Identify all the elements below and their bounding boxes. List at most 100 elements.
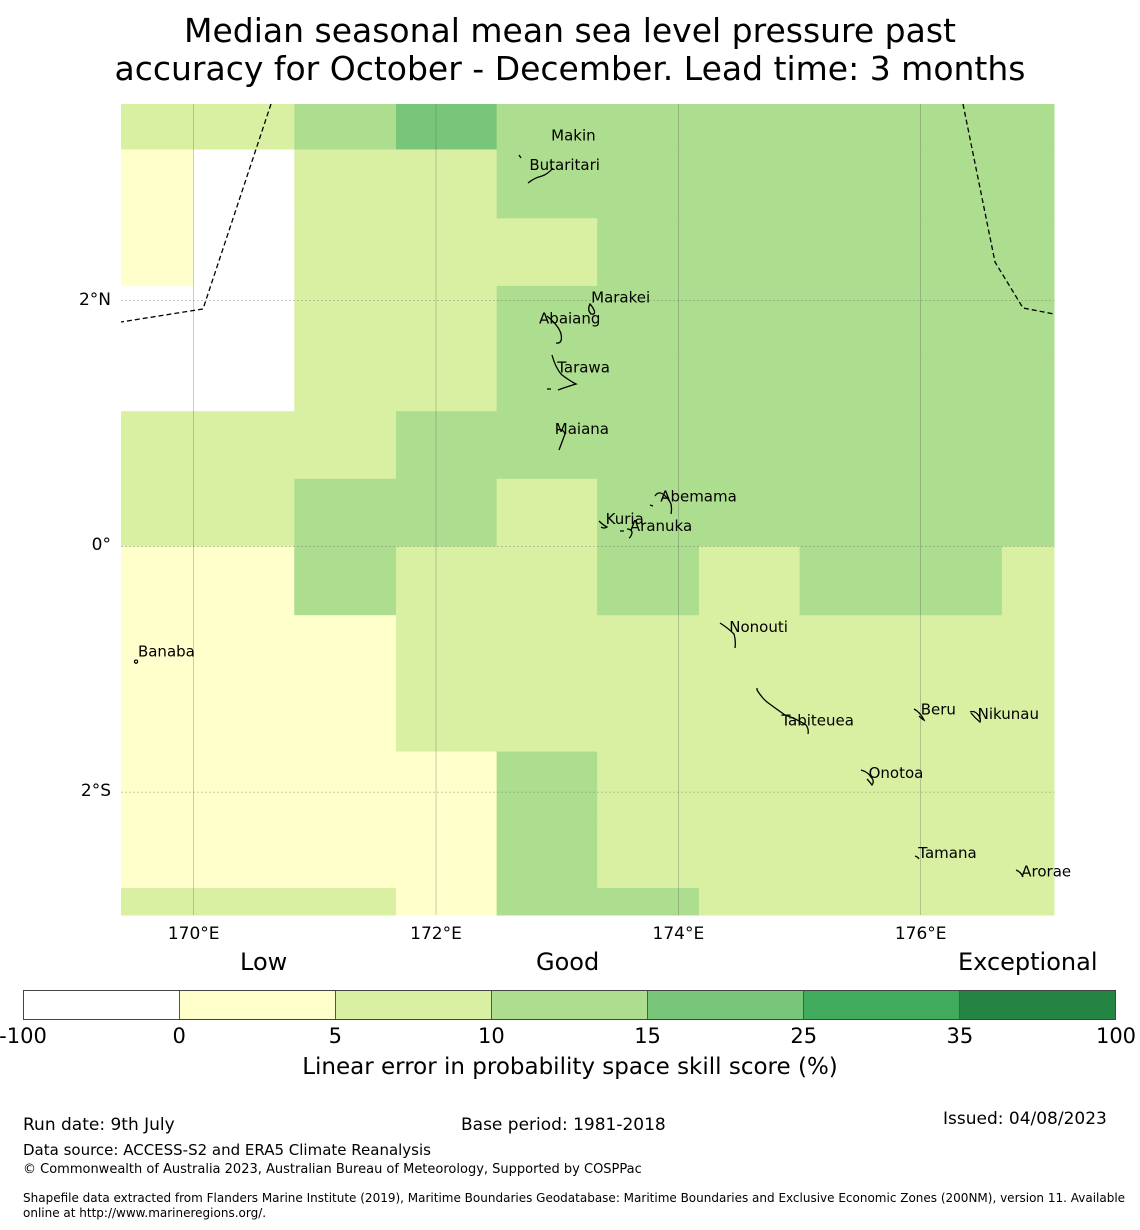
island-makin xyxy=(518,154,522,159)
skill-cell xyxy=(799,478,901,547)
skill-cell xyxy=(799,887,901,916)
skill-cell xyxy=(396,285,498,356)
skill-cell xyxy=(496,104,598,150)
skill-cell xyxy=(799,411,901,480)
skill-cell xyxy=(193,104,295,150)
island-abemama xyxy=(649,492,673,515)
skill-cell xyxy=(193,411,295,480)
skill-cell xyxy=(396,751,498,820)
skill-cell xyxy=(121,354,195,412)
place-label: Kuria xyxy=(606,510,644,528)
skill-cell xyxy=(396,887,498,916)
island-marakei xyxy=(588,302,596,315)
skill-cell xyxy=(698,546,801,616)
island-nikunau xyxy=(969,710,981,724)
skill-cell xyxy=(1001,285,1055,356)
skill-cell xyxy=(698,285,801,356)
skill-cell xyxy=(698,751,801,820)
skill-grid-cells xyxy=(121,104,1055,916)
shapefile-credit-line-1: Shapefile data extracted from Flanders M… xyxy=(23,1191,1126,1205)
island-maiana xyxy=(556,428,566,451)
skill-cell xyxy=(597,546,700,616)
skill-cell xyxy=(193,751,295,820)
skill-cell xyxy=(121,682,195,753)
skill-cell xyxy=(294,819,397,889)
skill-cell xyxy=(1001,546,1055,616)
skill-cell xyxy=(597,285,700,356)
skill-cell xyxy=(396,104,498,150)
colorbar-tick-label: 25 xyxy=(790,1024,818,1048)
skill-cell xyxy=(1001,478,1055,547)
colorbar-segment xyxy=(336,991,492,1019)
issued-date: Issued: 04/08/2023 xyxy=(943,1109,1107,1129)
island-arorae xyxy=(1015,869,1024,878)
shapefile-credit-line-2: online at http://www.marineregions.org/. xyxy=(23,1206,267,1220)
map-title-line-2: accuracy for October - December. Lead ti… xyxy=(114,49,1026,88)
island-banaba xyxy=(133,659,139,664)
place-label: Arorae xyxy=(1021,862,1071,880)
skill-cell xyxy=(597,478,700,547)
island-kuria xyxy=(598,520,609,529)
skill-cell xyxy=(294,218,397,287)
island-nonouti xyxy=(719,622,736,649)
skill-cell xyxy=(799,104,901,150)
skill-cell xyxy=(1001,615,1055,684)
latitude-tick-label: 2°S xyxy=(80,781,111,802)
skill-cell xyxy=(1001,682,1055,753)
colorbar-segment xyxy=(24,991,180,1019)
island-tamana xyxy=(914,855,920,860)
skill-cell xyxy=(799,615,901,684)
colorbar-tick-label: 15 xyxy=(634,1024,661,1048)
skill-cell xyxy=(294,478,397,547)
skill-cell xyxy=(294,354,397,412)
island-beru xyxy=(913,708,926,722)
graticule xyxy=(121,104,1054,915)
skill-cell xyxy=(900,682,1003,753)
skill-cell xyxy=(193,354,295,412)
skill-cell xyxy=(597,819,700,889)
island-tabiteuea xyxy=(756,688,809,735)
skill-cell xyxy=(900,887,1003,916)
island-outlines xyxy=(133,154,1024,878)
longitude-tick-label: 176°E xyxy=(894,924,947,944)
skill-cell xyxy=(193,887,295,916)
place-label: Makin xyxy=(551,126,596,144)
skill-cell xyxy=(900,218,1003,287)
skill-cell xyxy=(900,411,1003,480)
island-butaritari xyxy=(527,167,554,184)
skill-cell xyxy=(193,546,295,616)
colorbar-segment xyxy=(648,991,804,1019)
island-abaiang xyxy=(546,315,563,344)
skill-cell xyxy=(496,478,598,547)
skill-cell xyxy=(698,411,801,480)
skill-cell xyxy=(294,887,397,916)
skill-cell xyxy=(1001,887,1055,916)
skill-cell xyxy=(496,354,598,412)
colorbar-segment xyxy=(960,991,1115,1019)
longitude-tick-label: 174°E xyxy=(652,924,705,944)
eez-boundary-east xyxy=(962,103,1055,315)
map-title-line-1: Median seasonal mean sea level pressure … xyxy=(184,11,956,50)
data-source: Data source: ACCESS-S2 and ERA5 Climate … xyxy=(23,1141,431,1159)
skill-cell xyxy=(193,819,295,889)
skill-cell xyxy=(900,285,1003,356)
skill-cell xyxy=(597,354,700,412)
skill-cell xyxy=(294,149,397,219)
skill-cell xyxy=(799,218,901,287)
skill-cell xyxy=(121,218,195,287)
skill-cell xyxy=(121,887,195,916)
skill-cell xyxy=(597,615,700,684)
latitude-tick-label: 2°N xyxy=(78,289,111,310)
skill-cell xyxy=(496,218,598,287)
place-label: Nikunau xyxy=(978,705,1039,723)
skill-score-map: Makin Butaritari Marakei Abaiang Tarawa Maian… xyxy=(120,103,1071,916)
skill-cell xyxy=(294,546,397,616)
skill-cell xyxy=(496,615,598,684)
place-label: Marakei xyxy=(591,289,650,307)
longitude-tick-label: 170°E xyxy=(167,924,220,944)
skill-cell xyxy=(597,411,700,480)
skill-cell xyxy=(900,478,1003,547)
skill-cell xyxy=(597,682,700,753)
place-label: Onotoa xyxy=(869,764,924,782)
skill-cell xyxy=(799,819,901,889)
